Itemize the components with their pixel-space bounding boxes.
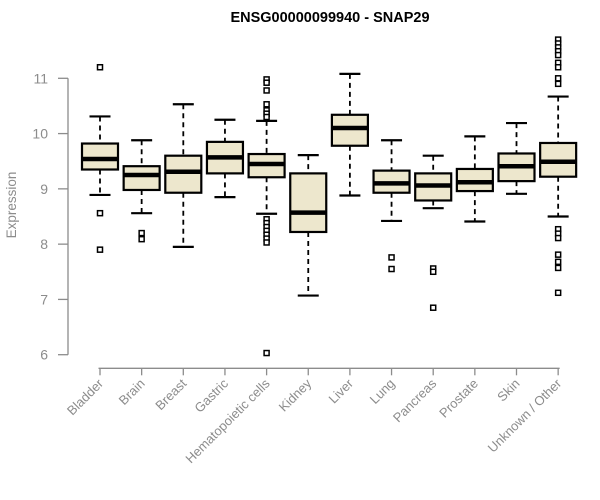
iqr-box [80,142,120,171]
x-axis-tick-label: Bladder [64,375,107,418]
boxplots-layer [80,36,578,357]
boxplot-lung [372,139,411,273]
outlier-point [138,235,145,243]
iqr-box [289,172,328,234]
outlier-point [554,51,562,59]
x-axis-tick-label: Liver [325,375,356,406]
outlier-point [554,251,562,258]
outlier-point [554,258,562,266]
y-axis-tick-label: 7 [40,291,48,307]
boxplot-pancreas [414,154,453,311]
iqr-box [164,154,203,194]
outlier-point [554,75,562,82]
outlier-point [263,101,270,108]
outlier-point [263,239,270,246]
x-axis-tick-label: Pancreas [390,375,440,425]
boxplot-brain [122,139,161,243]
y-axis-tick-label: 9 [40,181,48,197]
x-axis-tick-label: Prostate [436,376,481,421]
x-axis-tick-label: Kidney [276,375,315,414]
boxplot-kidney [289,154,328,297]
outlier-point [429,304,437,311]
outlier-point [554,63,562,71]
x-axis-tick-label: Unknown / Other [485,375,565,455]
outlier-point [263,349,270,357]
outlier-point [138,229,145,237]
chart-title: ENSG00000099940 - SNAP29 [230,10,429,26]
outlier-point [388,254,395,261]
boxplot-breast [164,103,203,249]
boxplot-bladder [80,63,120,253]
y-axis-tick-label: 6 [40,347,48,363]
y-axis-title: Expression [4,172,19,239]
x-axis-tick-label: Lung [367,376,398,407]
x-axis-tick-label: Gastric [191,375,231,415]
outlier-point [96,246,104,253]
outlier-point [96,63,104,71]
outlier-point [554,289,562,297]
boxplot-skin [497,121,536,195]
x-axis-tick-label: Brain [116,376,148,408]
outlier-point [263,87,270,94]
outlier-point [96,209,104,217]
y-axis-tick-label: 8 [40,236,48,252]
y-axis-tick-label: 11 [33,70,48,86]
boxplot-liver [330,72,369,197]
x-axis-tick-label: Skin [494,376,522,404]
boxplot-unknown-other [539,36,578,297]
boxplot-prostate [455,135,494,223]
outlier-point [554,80,562,88]
boxplot-gastric [205,118,245,199]
outlier-point [263,79,270,86]
outlier-point [554,264,562,272]
iqr-box [122,165,161,192]
y-axis-tick-label: 10 [32,126,48,142]
outlier-point [388,265,395,273]
outlier-point [554,234,562,242]
boxplot-hematopoietic-cells [247,76,286,357]
outlier-point [429,268,437,276]
x-axis-tick-label: Breast [152,376,189,413]
outlier-point [263,113,270,121]
